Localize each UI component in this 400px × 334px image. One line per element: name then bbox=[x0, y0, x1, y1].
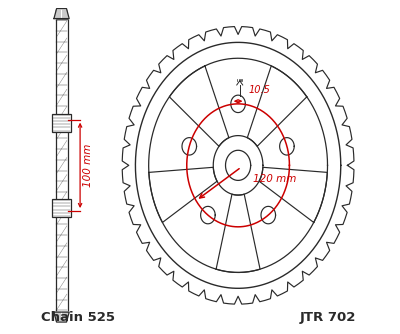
Bar bbox=[52, 199, 71, 217]
Text: 120 mm: 120 mm bbox=[253, 174, 296, 184]
Bar bbox=[56, 19, 68, 312]
Polygon shape bbox=[54, 9, 69, 19]
Text: 10.5: 10.5 bbox=[248, 85, 270, 95]
Text: Chain 525: Chain 525 bbox=[41, 311, 115, 324]
Bar bbox=[52, 114, 71, 132]
Text: JTR 702: JTR 702 bbox=[299, 311, 356, 324]
Text: 100 mm: 100 mm bbox=[84, 144, 94, 187]
Polygon shape bbox=[54, 312, 69, 322]
